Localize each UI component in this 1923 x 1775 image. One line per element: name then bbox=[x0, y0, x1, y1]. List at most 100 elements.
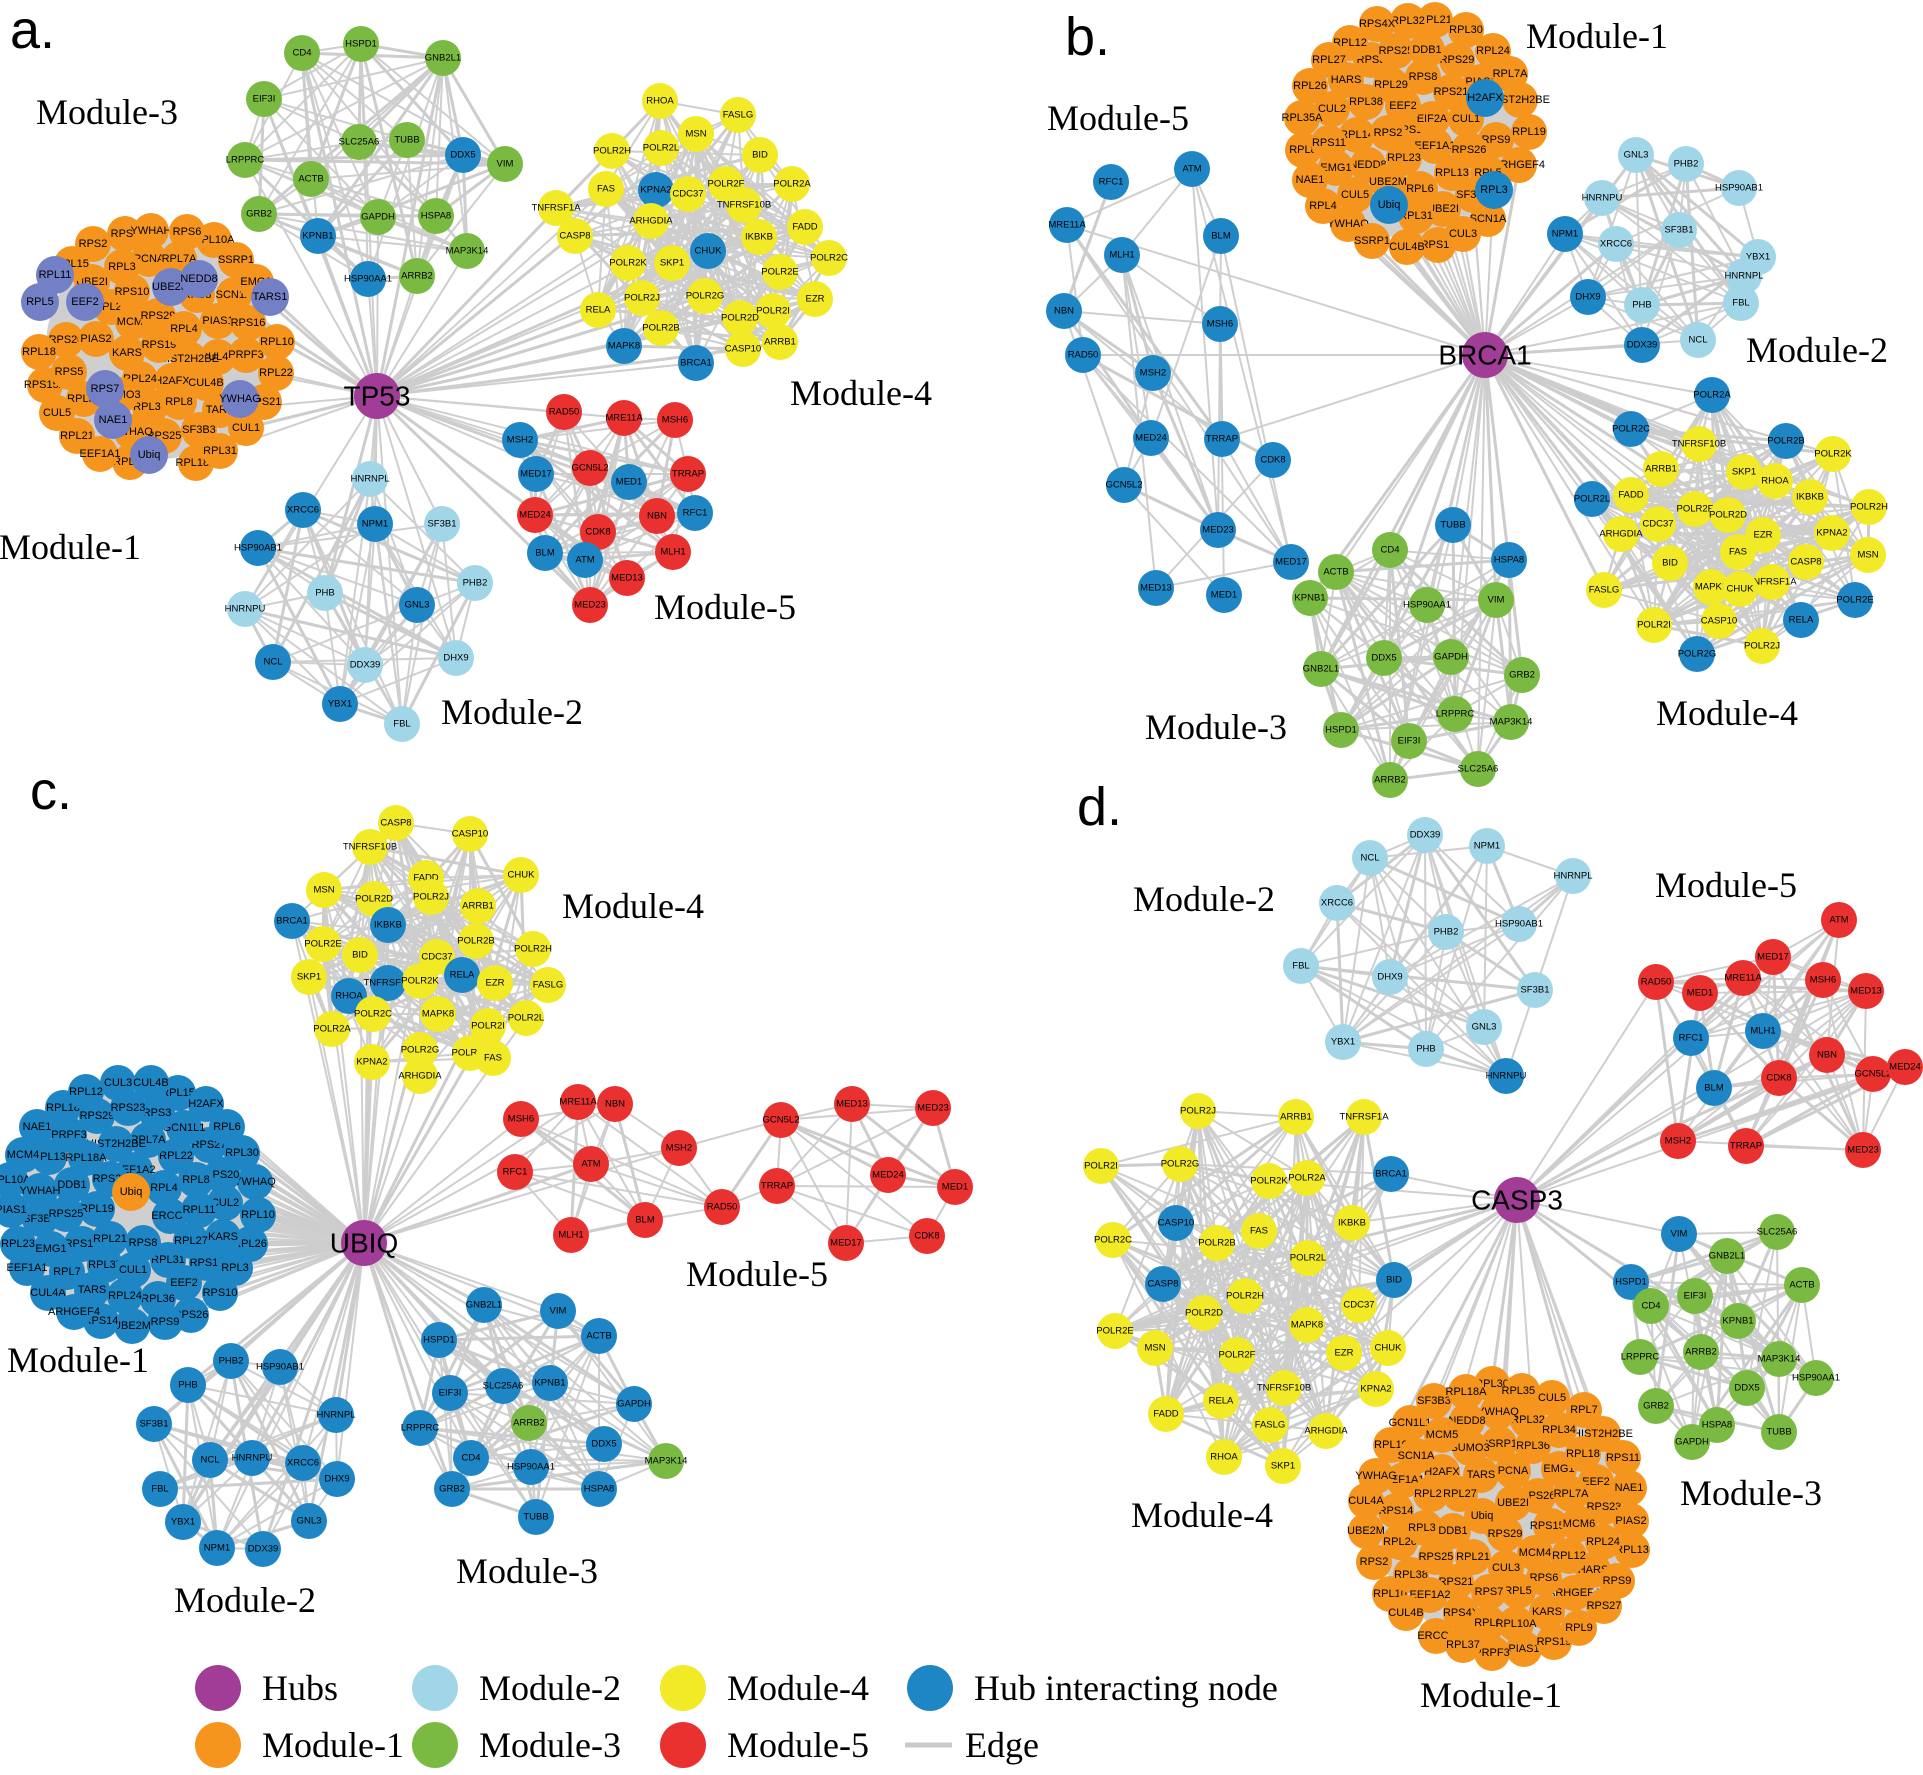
svg-text:RPS19: RPS19 bbox=[142, 339, 177, 351]
svg-text:UBE2I: UBE2I bbox=[1427, 203, 1459, 215]
svg-text:RAD50: RAD50 bbox=[707, 1202, 738, 1213]
svg-text:SLC25A6: SLC25A6 bbox=[483, 1381, 524, 1392]
svg-text:GRB2: GRB2 bbox=[246, 209, 272, 220]
svg-text:RPS6: RPS6 bbox=[173, 226, 202, 238]
svg-text:CUL4A: CUL4A bbox=[30, 1287, 66, 1299]
svg-text:ARRB1: ARRB1 bbox=[764, 337, 796, 348]
svg-text:MSH2: MSH2 bbox=[507, 435, 533, 446]
svg-text:CASP8: CASP8 bbox=[559, 231, 590, 242]
svg-text:POLR2K: POLR2K bbox=[1814, 449, 1852, 460]
svg-text:FADD: FADD bbox=[1618, 490, 1643, 501]
svg-text:MLH1: MLH1 bbox=[660, 547, 685, 558]
svg-text:PIAS1: PIAS1 bbox=[202, 315, 233, 327]
svg-text:RPL24: RPL24 bbox=[1476, 45, 1510, 57]
svg-text:NPM1: NPM1 bbox=[204, 1543, 230, 1554]
svg-text:YWHAQ: YWHAQ bbox=[1327, 218, 1369, 230]
svg-text:NEDD8: NEDD8 bbox=[1448, 1415, 1485, 1427]
svg-text:RPL14: RPL14 bbox=[1340, 129, 1374, 141]
svg-text:PHB2: PHB2 bbox=[463, 578, 488, 589]
svg-text:RPS16: RPS16 bbox=[231, 317, 266, 329]
svg-text:Module-3: Module-3 bbox=[479, 1725, 621, 1765]
svg-text:CD4: CD4 bbox=[461, 1453, 480, 1464]
svg-text:HSPD1: HSPD1 bbox=[345, 39, 377, 50]
svg-text:TUBB: TUBB bbox=[1766, 1427, 1791, 1438]
svg-text:ARHGEF4: ARHGEF4 bbox=[48, 1306, 100, 1318]
svg-text:POLR2L: POLR2L bbox=[1290, 1253, 1326, 1264]
svg-text:MSN: MSN bbox=[313, 885, 334, 896]
svg-text:Module-2: Module-2 bbox=[174, 1580, 316, 1620]
svg-text:TP53: TP53 bbox=[344, 381, 411, 412]
svg-text:CUL2: CUL2 bbox=[211, 1197, 239, 1209]
svg-text:PCNA: PCNA bbox=[134, 253, 165, 265]
svg-text:GAPDH: GAPDH bbox=[617, 1399, 651, 1410]
svg-text:SKP1: SKP1 bbox=[1271, 1461, 1295, 1472]
svg-text:TRRAP: TRRAP bbox=[672, 469, 704, 480]
svg-text:RFC1: RFC1 bbox=[503, 1167, 528, 1178]
svg-text:PHB2: PHB2 bbox=[1674, 159, 1699, 170]
svg-text:POLR2J: POLR2J bbox=[1180, 1106, 1216, 1117]
svg-text:LRPPRC: LRPPRC bbox=[1436, 709, 1475, 720]
svg-text:FADD: FADD bbox=[792, 222, 817, 233]
svg-text:POLR2D: POLR2D bbox=[1185, 1308, 1223, 1319]
svg-text:ACTB: ACTB bbox=[1789, 1280, 1814, 1291]
svg-text:UBE2M: UBE2M bbox=[152, 281, 190, 293]
svg-text:RELA: RELA bbox=[450, 970, 475, 981]
svg-text:RPS2: RPS2 bbox=[1374, 127, 1403, 139]
svg-text:POLR2A: POLR2A bbox=[313, 1024, 351, 1035]
svg-text:MED23: MED23 bbox=[1202, 525, 1234, 536]
svg-text:NPM1: NPM1 bbox=[362, 519, 388, 530]
svg-text:KPNA2: KPNA2 bbox=[356, 1057, 387, 1068]
svg-text:CUL4A: CUL4A bbox=[200, 351, 236, 363]
svg-text:HSP90AB1: HSP90AB1 bbox=[1495, 919, 1543, 930]
svg-text:HSP90AA1: HSP90AA1 bbox=[507, 1462, 555, 1473]
svg-text:POLR2F: POLR2F bbox=[1219, 1350, 1256, 1361]
svg-text:ACTB: ACTB bbox=[1323, 567, 1348, 578]
svg-text:TUBB: TUBB bbox=[1440, 520, 1465, 531]
svg-text:MAPK8: MAPK8 bbox=[608, 341, 640, 352]
svg-text:UBIQ: UBIQ bbox=[330, 1228, 398, 1259]
svg-text:KPNB1: KPNB1 bbox=[302, 231, 333, 242]
svg-text:RPS7: RPS7 bbox=[91, 383, 120, 395]
svg-text:HSPA8: HSPA8 bbox=[584, 1484, 614, 1495]
svg-text:CUL5: CUL5 bbox=[1538, 1392, 1566, 1404]
svg-text:RPS29: RPS29 bbox=[80, 1110, 115, 1122]
svg-text:RPS10: RPS10 bbox=[115, 286, 150, 298]
svg-text:ARRB1: ARRB1 bbox=[1645, 464, 1677, 475]
svg-text:RPL24: RPL24 bbox=[108, 1290, 142, 1302]
svg-text:MRE11A: MRE11A bbox=[559, 1097, 597, 1108]
svg-text:BID: BID bbox=[352, 950, 368, 961]
svg-text:PIAS2: PIAS2 bbox=[1615, 1515, 1646, 1527]
svg-text:RPS7: RPS7 bbox=[1475, 1586, 1504, 1598]
svg-text:SLC25A6: SLC25A6 bbox=[339, 137, 380, 148]
svg-text:ARHGDIA: ARHGDIA bbox=[1599, 529, 1643, 540]
svg-text:MSH6: MSH6 bbox=[1810, 975, 1836, 986]
svg-text:EMG1: EMG1 bbox=[1320, 162, 1351, 174]
svg-text:MED24: MED24 bbox=[519, 510, 551, 521]
svg-text:MAPK8: MAPK8 bbox=[1695, 582, 1727, 593]
svg-text:TNFRSF10B: TNFRSF10B bbox=[717, 200, 771, 211]
svg-text:NCL: NCL bbox=[1360, 853, 1379, 864]
svg-text:SCN1A: SCN1A bbox=[1470, 213, 1507, 225]
svg-text:POLR2F: POLR2F bbox=[1677, 504, 1714, 515]
svg-text:MCM4: MCM4 bbox=[7, 1149, 39, 1161]
svg-text:MED13: MED13 bbox=[1850, 986, 1882, 997]
svg-text:RPS8: RPS8 bbox=[1409, 71, 1438, 83]
svg-text:POLR2C: POLR2C bbox=[1094, 1235, 1132, 1246]
svg-text:YWHAH: YWHAH bbox=[20, 1185, 61, 1197]
svg-text:CHUK: CHUK bbox=[695, 246, 723, 257]
svg-text:a.: a. bbox=[10, 0, 55, 60]
svg-text:RPL13: RPL13 bbox=[1435, 167, 1469, 179]
svg-text:MED1: MED1 bbox=[1687, 988, 1713, 999]
svg-text:RPL10: RPL10 bbox=[241, 1209, 275, 1221]
svg-text:RPS11: RPS11 bbox=[1312, 137, 1346, 149]
svg-text:CDC37: CDC37 bbox=[1642, 519, 1673, 530]
svg-text:RELA: RELA bbox=[586, 305, 611, 316]
svg-text:NBN: NBN bbox=[605, 1099, 625, 1110]
svg-text:DDX5: DDX5 bbox=[1371, 653, 1396, 664]
svg-text:ATM: ATM bbox=[575, 555, 594, 566]
svg-text:RPL35A: RPL35A bbox=[1502, 1385, 1544, 1397]
svg-text:HNRNPU: HNRNPU bbox=[1486, 1071, 1527, 1082]
svg-text:MSH6: MSH6 bbox=[508, 1114, 534, 1125]
svg-text:BRCA1: BRCA1 bbox=[680, 358, 712, 369]
svg-text:YWHAQ: YWHAQ bbox=[1477, 1406, 1519, 1418]
